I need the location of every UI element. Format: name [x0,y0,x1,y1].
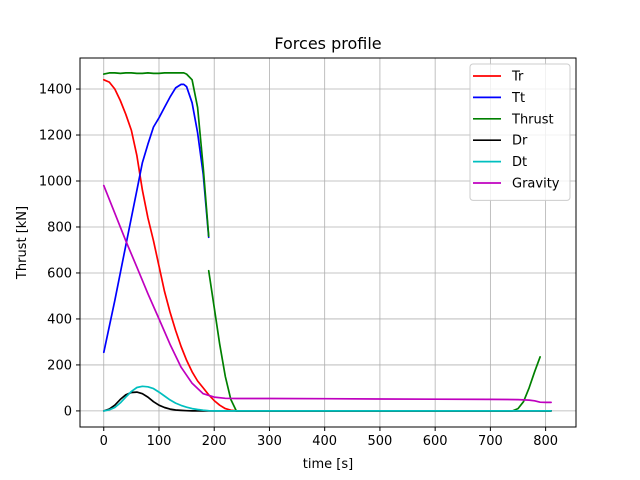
y-tick-label: 800 [47,220,72,235]
y-tick-label: 1200 [39,129,72,144]
chart-title: Forces profile [274,34,381,53]
legend-label-tr: Tr [511,70,524,85]
x-tick-label: 600 [423,434,448,449]
y-tick-label: 0 [64,404,72,419]
legend-label-gravity: Gravity [512,177,560,192]
series-line-dt [102,385,552,412]
legend-label-tt: Tt [511,91,525,106]
x-axis-label: time [s] [303,457,353,472]
x-tick-label: 700 [478,434,503,449]
x-tick-label: 300 [257,434,282,449]
plot-lines [102,72,552,412]
series-line-dr [102,391,552,412]
series-line-tt [102,83,210,354]
legend-label-dt: Dt [512,155,527,170]
series-line-thrust [102,72,210,238]
series-line-gravity [102,184,552,404]
x-tick-label: 400 [312,434,337,449]
y-tick-label: 400 [47,312,72,327]
y-tick-label: 1400 [39,83,72,98]
x-tick-label: 500 [368,434,393,449]
y-tick-label: 600 [47,266,72,281]
x-tick-label: 100 [147,434,172,449]
x-tick-label: 800 [533,434,558,449]
y-tick-label: 1000 [39,175,72,190]
y-tick-label: 200 [47,358,72,373]
x-tick-label: 200 [202,434,227,449]
y-axis-label: Thrust [kN] [15,206,30,280]
legend-label-dr: Dr [512,134,528,149]
legend-label-thrust: Thrust [511,112,554,127]
axis-ticks: 0 100 200 300 400 500 600 700 800 0 200 400 600 800 10… [39,83,558,449]
x-tick-label: 0 [100,434,108,449]
axes-frame [79,57,577,428]
legend: Tr Tt Thrust Dr Dt Gravity [469,63,571,201]
